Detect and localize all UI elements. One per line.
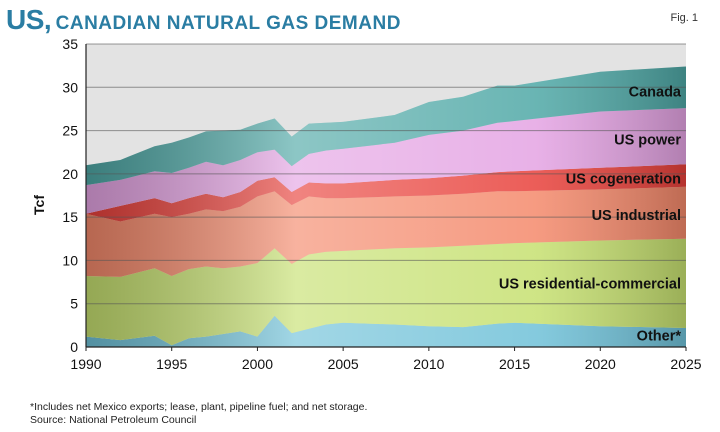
series-areas [86, 66, 686, 347]
x-tick-2015: 2015 [499, 356, 530, 372]
figure-label: Fig. 1 [670, 12, 698, 24]
label-other: Other* [637, 329, 682, 345]
x-tick-2025: 2025 [670, 356, 701, 372]
x-tick-2010: 2010 [413, 356, 444, 372]
y-tick-20: 20 [62, 166, 78, 182]
x-tick-1990: 1990 [70, 356, 101, 372]
x-tick-2000: 2000 [242, 356, 273, 372]
area-us-residential-commercial-shade [86, 238, 686, 346]
label-us-industrial: US industrial [592, 208, 681, 224]
area-us-industrial-shade [86, 186, 686, 277]
area-canada-shade [86, 66, 686, 186]
chart-title-main: US, [6, 4, 52, 35]
y-tick-30: 30 [62, 79, 78, 95]
chart-title-rest: CANADIAN NATURAL GAS DEMAND [55, 13, 401, 34]
x-tick-2020: 2020 [585, 356, 616, 372]
y-tick-10: 10 [62, 252, 78, 268]
area-us-cogeneration-shade [86, 164, 686, 222]
chart-title: US, CANADIAN NATURAL GAS DEMAND [6, 4, 401, 36]
x-tick-2005: 2005 [328, 356, 359, 372]
x-tick-1995: 1995 [156, 356, 187, 372]
y-tick-25: 25 [62, 123, 78, 139]
footnote: *Includes net Mexico exports; lease, pla… [30, 401, 368, 413]
grid-lines [86, 43, 686, 305]
label-canada: Canada [629, 85, 682, 101]
area-other-shade [86, 315, 686, 347]
source-note: Source: National Petroleum Council [30, 414, 197, 426]
y-tick-35: 35 [62, 36, 78, 52]
label-us-cogeneration: US cogeneration [566, 172, 681, 188]
y-tick-0: 0 [70, 339, 78, 355]
y-axis-label: Tcf [31, 195, 47, 215]
y-tick-5: 5 [70, 296, 78, 312]
area-us-power-shade [86, 108, 686, 214]
label-us-residential-commercial: US residential-commercial [499, 276, 681, 292]
series-labels: Other* US residential-commercial US indust… [499, 85, 682, 345]
label-us-power: US power [614, 133, 681, 149]
y-tick-15: 15 [62, 209, 78, 225]
